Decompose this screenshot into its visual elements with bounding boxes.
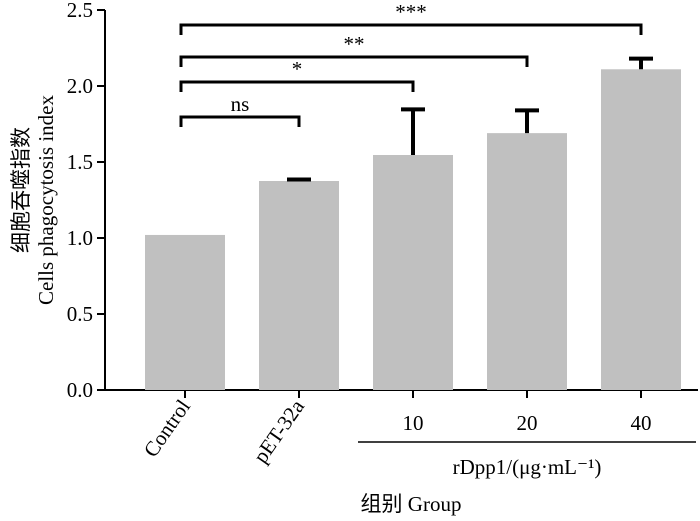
significance-bracket	[179, 115, 301, 127]
y-tick-label: 2.0	[67, 74, 93, 98]
significance-bracket	[179, 55, 529, 67]
error-bar	[401, 107, 425, 156]
y-tick-label: 0.5	[67, 302, 93, 326]
x-tick-label: 10	[403, 411, 424, 435]
significance-label: *	[292, 57, 303, 81]
significance-bracket	[179, 23, 643, 35]
bar	[601, 69, 681, 390]
x-tick-label: 20	[517, 411, 538, 435]
y-tick-label: 2.5	[67, 0, 93, 22]
bar	[259, 181, 339, 390]
significance-label: ***	[395, 0, 427, 24]
error-bar	[287, 177, 311, 182]
error-bar	[629, 56, 653, 70]
y-axis-label: 细胞吞噬指数	[9, 127, 33, 253]
significance-label: **	[344, 32, 365, 56]
bar	[487, 133, 567, 390]
y-tick-label: 1.0	[67, 226, 93, 250]
x-axis-label: 组别 Group	[361, 492, 462, 516]
significance-bracket	[179, 80, 415, 92]
y-tick-label: 0.0	[67, 378, 93, 402]
x-tick-label: 40	[631, 411, 652, 435]
significance-label: ns	[231, 92, 250, 116]
x-tick-label: pET-32a	[248, 395, 309, 468]
bar	[145, 234, 225, 390]
y-axis-label: Cells phagocytosis index	[34, 95, 58, 305]
group-label: rDpp1/(μg·mL⁻¹)	[453, 455, 602, 479]
x-tick-label: Control	[139, 395, 196, 461]
error-bar	[515, 108, 539, 134]
bar	[373, 155, 453, 390]
y-tick-label: 1.5	[67, 150, 93, 174]
